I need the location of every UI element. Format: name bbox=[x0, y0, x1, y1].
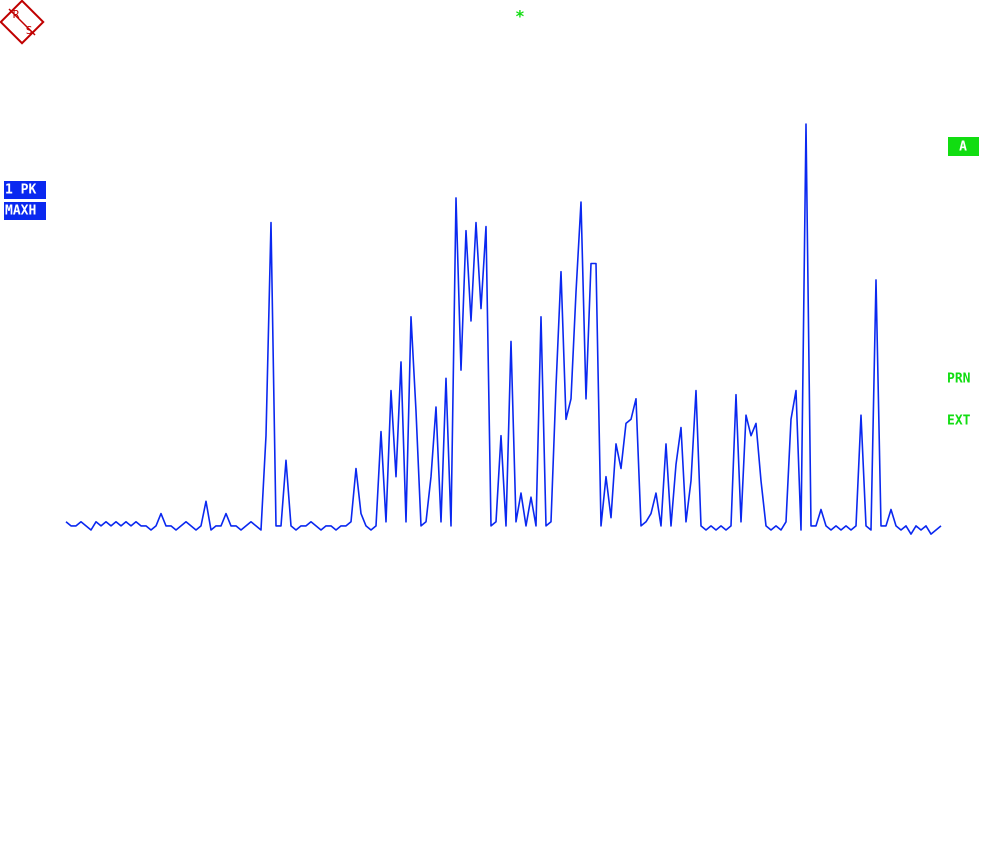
marker-symbol: * bbox=[515, 7, 525, 26]
trace bbox=[65, 123, 942, 535]
detector-label: 1 PK bbox=[5, 183, 36, 198]
printer-label: PRN bbox=[947, 372, 971, 387]
trace-label: A bbox=[959, 140, 967, 155]
logo: R S bbox=[0, 0, 45, 45]
logo-letter: R bbox=[13, 8, 20, 21]
logo-slash bbox=[8, 8, 36, 36]
logo-letter: S bbox=[26, 24, 33, 37]
label-box bbox=[4, 202, 46, 220]
ext-label: EXT bbox=[947, 414, 971, 429]
label-box bbox=[4, 181, 46, 199]
mode-label: MAXH bbox=[5, 204, 36, 219]
label-box bbox=[948, 137, 979, 156]
